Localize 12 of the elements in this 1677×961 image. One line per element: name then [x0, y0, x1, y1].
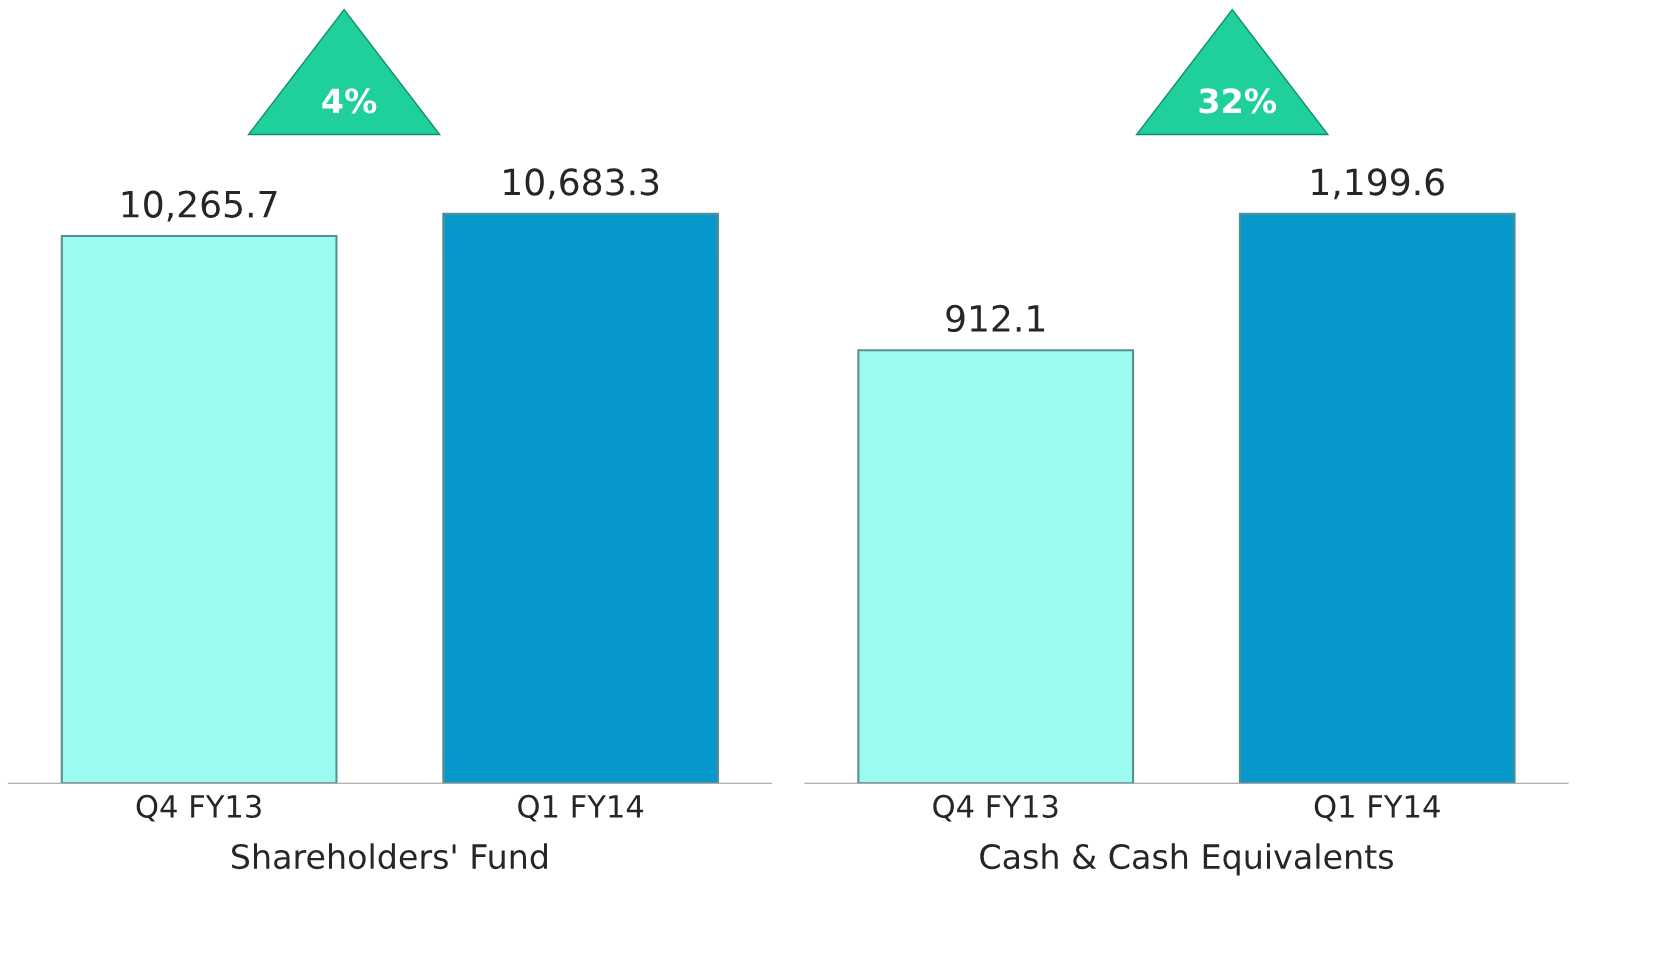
text: 32%: [1199, 88, 1277, 114]
x-tick-label: Q4 FY13: [136, 794, 261, 822]
x-tick-label: Q1 FY14: [518, 794, 644, 822]
x-axis-title: Shareholders' Fund: [232, 843, 547, 870]
data-label: 10,265.7: [122, 190, 277, 222]
data-label: 10,683.3: [504, 168, 659, 200]
data-label: 1,199.6: [1312, 168, 1444, 200]
x-tick-label: Q1 FY14: [1314, 794, 1440, 822]
text: 4%: [322, 88, 377, 114]
data-label: 912.1: [946, 304, 1045, 333]
x-axis-title: Cash & Cash Equivalents: [980, 843, 1393, 876]
x-tick-label: Q4 FY13: [933, 794, 1058, 822]
